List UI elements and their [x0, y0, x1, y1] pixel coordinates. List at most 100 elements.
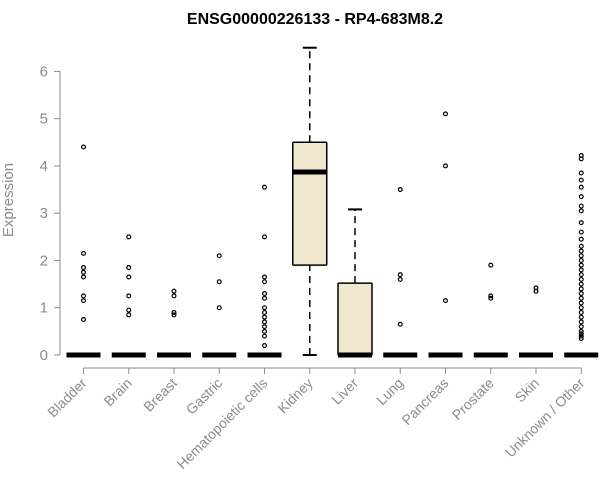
outlier-point: [397, 321, 403, 327]
outlier-point: [488, 262, 494, 268]
y-tick-label: 2: [40, 252, 48, 269]
box-body: [337, 282, 373, 356]
outlier-point: [126, 293, 132, 299]
outlier-point: [262, 324, 268, 330]
outlier-point: [578, 229, 584, 235]
outlier-point: [216, 279, 222, 285]
x-tick-label: Unknown / Other: [502, 375, 588, 461]
outlier-point: [262, 279, 268, 285]
box-lung: [383, 187, 418, 358]
outlier-point: [80, 274, 86, 280]
outlier-point: [262, 328, 268, 334]
outlier-point: [126, 312, 132, 318]
y-axis: 0 1 2 3 4 5 6: [40, 63, 61, 364]
outlier-point: [262, 314, 268, 320]
x-tick-label: Liver: [328, 375, 361, 408]
outlier-point: [171, 288, 177, 294]
box-body: [292, 141, 328, 266]
x-tick-label: Bladder: [44, 375, 90, 421]
outlier-point: [216, 253, 222, 259]
outlier-point: [578, 248, 584, 254]
y-tick-label: 0: [40, 347, 48, 364]
box-bladder: [66, 144, 101, 358]
outlier-point: [216, 305, 222, 311]
x-tick-label: Brain: [100, 375, 134, 409]
box-unknown-other: [564, 153, 599, 358]
outlier-point: [80, 144, 86, 150]
outlier-point: [80, 250, 86, 256]
y-tick-label: 1: [40, 300, 48, 317]
outlier-point: [578, 286, 584, 292]
outlier-point: [578, 295, 584, 301]
outlier-point: [262, 319, 268, 325]
x-tick-label: Skin: [512, 375, 543, 406]
outlier-point: [171, 293, 177, 299]
outlier-point: [578, 194, 584, 200]
outlier-point: [578, 272, 584, 278]
outlier-point: [578, 267, 584, 273]
box-kidney: [292, 46, 328, 356]
outlier-point: [578, 305, 584, 311]
boxes-layer: [66, 46, 599, 358]
chart-title: ENSG00000226133 - RP4-683M8.2: [187, 11, 443, 28]
outlier-point: [126, 265, 132, 271]
box-liver: [337, 208, 373, 358]
outlier-point: [578, 243, 584, 249]
outlier-point: [578, 203, 584, 209]
outlier-point: [443, 163, 449, 169]
outlier-point: [578, 220, 584, 226]
y-axis-label: Expression: [0, 163, 17, 237]
outlier-point: [80, 298, 86, 304]
box-brain: [111, 234, 146, 358]
outlier-point: [80, 265, 86, 271]
x-tick-label: Gastric: [183, 375, 226, 418]
outlier-point: [262, 333, 268, 339]
outlier-point: [578, 257, 584, 263]
outlier-point: [578, 335, 584, 341]
outlier-point: [126, 307, 132, 313]
outlier-point: [578, 253, 584, 259]
outlier-point: [262, 305, 268, 311]
outlier-point: [262, 291, 268, 297]
outlier-point: [171, 309, 177, 315]
box-breast: [157, 288, 191, 358]
outlier-point: [488, 293, 494, 299]
outlier-point: [262, 343, 268, 349]
outlier-point: [578, 328, 584, 334]
outlier-point: [578, 309, 584, 315]
outlier-point: [126, 234, 132, 240]
outlier-point: [578, 319, 584, 325]
outlier-point: [578, 156, 584, 162]
outlier-point: [262, 184, 268, 190]
outlier-point: [578, 262, 584, 268]
outlier-point: [443, 298, 449, 304]
outlier-point: [262, 274, 268, 280]
outlier-point: [443, 111, 449, 117]
outlier-point: [578, 314, 584, 320]
y-tick-label: 3: [40, 205, 48, 222]
outlier-point: [397, 272, 403, 278]
x-tick-label: Kidney: [274, 375, 316, 417]
outlier-point: [126, 274, 132, 280]
outlier-point: [578, 281, 584, 287]
outlier-point: [578, 170, 584, 176]
x-tick-label: Breast: [140, 375, 180, 415]
outlier-point: [578, 184, 584, 190]
outlier-point: [578, 331, 584, 337]
y-tick-label: 6: [40, 63, 48, 80]
box-pancreas: [428, 111, 463, 358]
outlier-point: [578, 276, 584, 282]
outlier-point: [578, 324, 584, 330]
x-tick-label: Prostate: [449, 375, 497, 423]
outlier-point: [578, 208, 584, 214]
x-tick-label: Pancreas: [398, 375, 451, 428]
outlier-point: [262, 309, 268, 315]
outlier-point: [80, 317, 86, 323]
outlier-point: [488, 295, 494, 301]
box-gastric: [202, 253, 237, 358]
outlier-point: [578, 236, 584, 242]
box-skin: [519, 285, 553, 358]
outlier-point: [397, 276, 403, 282]
